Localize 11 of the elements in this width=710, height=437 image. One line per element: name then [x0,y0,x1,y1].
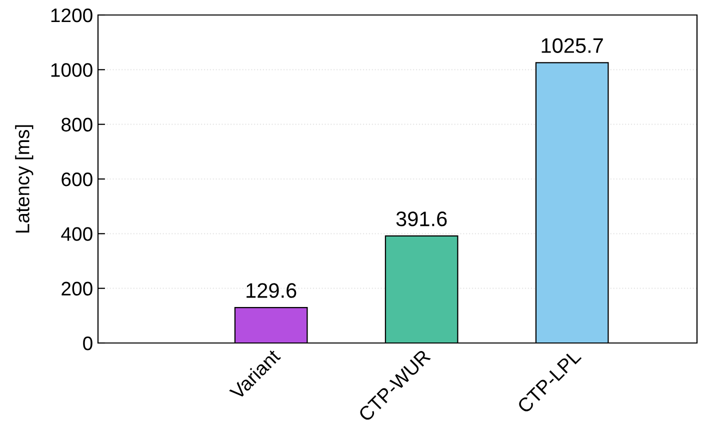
y-tick-label: 200 [62,282,92,296]
y-tick-label: 0 [83,336,92,350]
y-tick-label: 1200 [51,8,92,22]
y-tick-label: 1000 [51,63,92,77]
data-label: 1025.7 [542,38,603,53]
y-tick-label: 600 [62,172,92,186]
data-label: 129.6 [246,283,296,298]
y-tick-label: 800 [62,118,92,132]
data-label: 391.6 [396,212,447,226]
y-tick-label: 400 [61,227,92,241]
y-axis-title: Latency [ms] [15,125,34,233]
